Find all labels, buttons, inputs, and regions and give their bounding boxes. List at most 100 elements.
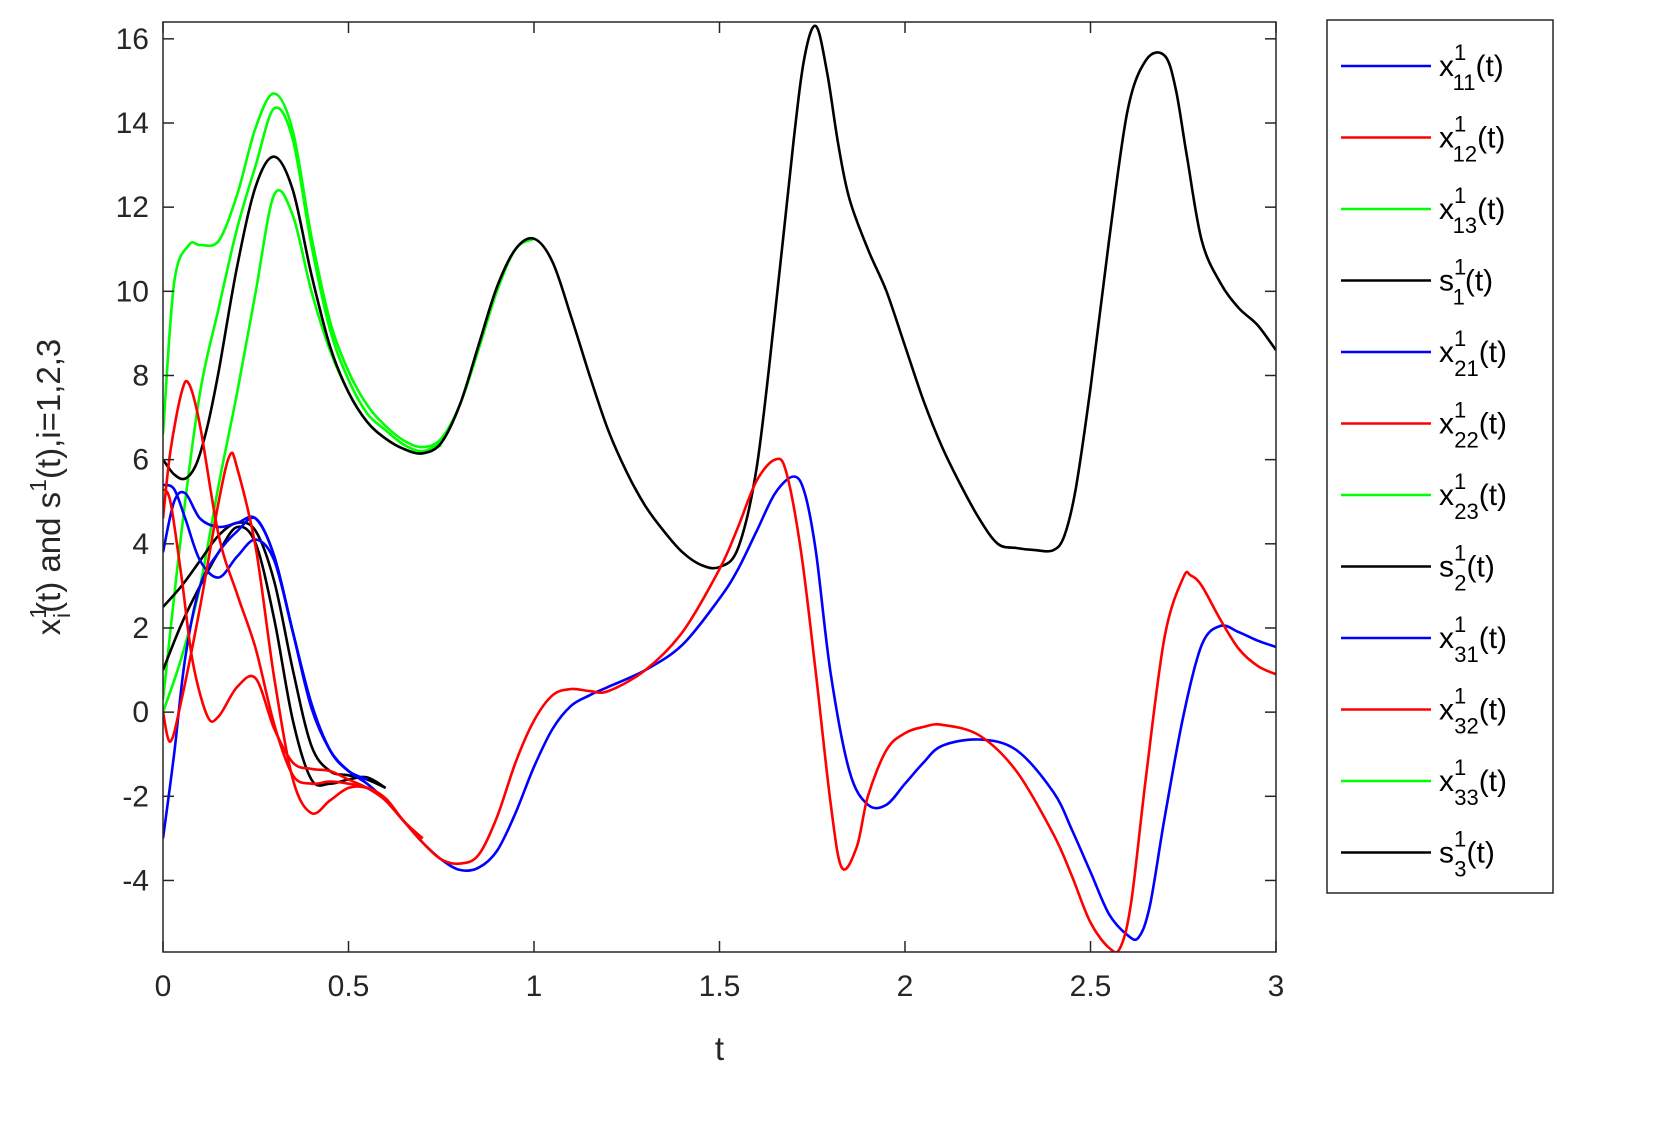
legend-label: x1 13(t) [1439, 183, 1505, 238]
legend-label-base: x [1439, 336, 1454, 369]
legend-label-base: x [1439, 408, 1454, 441]
legend-item: s1 3(t) [1341, 827, 1495, 882]
x-axis-label: t [715, 1030, 724, 1067]
plot-area [163, 22, 1276, 952]
legend-label: x1 11(t) [1439, 40, 1504, 95]
axis-ticks: 0 0.5 1 1.5 2 2.5 3 -4 -2 0 2 4 6 8 10 12 14 16 [116, 22, 1284, 1003]
series-line-2 [163, 106, 442, 700]
y-tick-label: 6 [132, 444, 149, 477]
legend-label-sup: 1 [1454, 612, 1466, 637]
x-tick-label: 0.5 [328, 970, 370, 1003]
y-tick-label: 16 [116, 23, 149, 56]
y-axis-label: x1i(t) and s1(t),i=1,2,3 [25, 339, 75, 636]
legend-label: s1 1(t) [1439, 255, 1493, 310]
legend-label-sup: 1 [1454, 684, 1466, 709]
legend-label-sup: 1 [1454, 398, 1466, 423]
y-axis-label-part2: (t),i=1,2,3 [30, 339, 67, 479]
x-tick-label: 1.5 [699, 970, 741, 1003]
y-tick-label: 12 [116, 191, 149, 224]
legend-label-tail: (t) [1479, 622, 1507, 655]
y-tick-label: -4 [122, 864, 149, 897]
y-tick-label: -2 [122, 780, 149, 813]
legend-label-base: x [1439, 694, 1454, 727]
y-tick-label: 14 [116, 107, 149, 140]
y-tick-label: 4 [132, 528, 149, 561]
legend-item: s1 2(t) [1341, 541, 1495, 596]
legend-label-base: x [1439, 765, 1454, 798]
legend-label-sub: 1 [1453, 285, 1465, 310]
legend-item: x1 12(t) [1341, 112, 1505, 167]
series-line-10 [163, 379, 1276, 952]
legend-label-sub: 13 [1453, 213, 1477, 238]
legend: x1 11(t)x1 12(t)x1 13(t)s1 1(t)x1 21(t)x1 22(t… [1326, 19, 1554, 894]
legend-item: x1 21(t) [1341, 326, 1507, 381]
series-line-9 [163, 483, 368, 781]
legend-label: x1 21(t) [1439, 326, 1507, 381]
x-tick-label: 2 [897, 970, 914, 1003]
legend-label-base: x [1439, 479, 1454, 512]
legend-label-sub: 23 [1454, 499, 1478, 524]
legend-label-base: x [1439, 50, 1454, 83]
y-axis-label-sub: i [49, 613, 75, 618]
legend-label-tail: (t) [1477, 193, 1505, 226]
legend-label-tail: (t) [1479, 694, 1507, 727]
legend-label-base: s [1439, 837, 1454, 870]
legend-label: x1 12(t) [1439, 112, 1505, 167]
legend-label: x1 32(t) [1439, 684, 1507, 739]
y-axis-label-part1: (t) and s [30, 492, 67, 613]
legend-label-sup: 1 [1454, 40, 1466, 65]
legend-label-sup: 1 [1454, 541, 1466, 566]
legend-label-sub: 33 [1454, 785, 1478, 810]
legend-item: x1 11(t) [1341, 40, 1504, 95]
legend-label: x1 31(t) [1439, 612, 1507, 667]
legend-label-tail: (t) [1467, 837, 1495, 870]
y-tick-label: 8 [132, 359, 149, 392]
legend-label-sub: 3 [1454, 857, 1466, 882]
y-axis-label-sup2: 1 [25, 479, 51, 492]
y-axis-label-base: x [30, 618, 67, 635]
legend-label: s1 3(t) [1439, 827, 1495, 882]
y-axis-label-sup: 1 [25, 606, 51, 619]
legend-label-sub: 22 [1454, 428, 1478, 453]
series-lines [163, 24, 1276, 952]
legend-item: x1 31(t) [1341, 612, 1507, 667]
legend-label: s1 2(t) [1439, 541, 1495, 596]
legend-label-sup: 1 [1454, 255, 1466, 280]
legend-label-sup: 1 [1454, 183, 1466, 208]
legend-label: x1 23(t) [1439, 469, 1507, 524]
legend-label-base: x [1439, 193, 1454, 226]
legend-label-tail: (t) [1467, 551, 1495, 584]
legend-label-sup: 1 [1454, 326, 1466, 351]
legend-label-tail: (t) [1465, 265, 1493, 298]
legend-label: x1 22(t) [1439, 398, 1507, 453]
series-line-12 [163, 451, 424, 840]
legend-label: x1 33(t) [1439, 755, 1507, 810]
legend-item: x1 13(t) [1341, 183, 1505, 238]
legend-label-sup: 1 [1454, 755, 1466, 780]
y-tick-label: 0 [132, 696, 149, 729]
legend-label-tail: (t) [1479, 336, 1507, 369]
legend-label-base: s [1439, 551, 1454, 584]
legend-label-base: x [1439, 122, 1454, 155]
legend-item: x1 32(t) [1341, 684, 1507, 739]
legend-label-base: s [1439, 265, 1454, 298]
x-tick-label: 2.5 [1070, 970, 1112, 1003]
legend-label-sub: 21 [1454, 356, 1478, 381]
legend-item: s1 1(t) [1341, 255, 1493, 310]
legend-label-base: x [1439, 622, 1454, 655]
legend-label-tail: (t) [1479, 479, 1507, 512]
legend-label-sub: 31 [1454, 642, 1478, 667]
legend-label-tail: (t) [1477, 122, 1505, 155]
legend-label-sub: 11 [1453, 70, 1476, 95]
legend-label-sub: 32 [1454, 714, 1478, 739]
legend-label-tail: (t) [1479, 765, 1507, 798]
y-tick-label: 10 [116, 275, 149, 308]
legend-label-tail: (t) [1479, 408, 1507, 441]
legend-label-sup: 1 [1454, 469, 1466, 494]
legend-box [1326, 19, 1554, 894]
x-tick-label: 0 [155, 970, 172, 1003]
x-tick-label: 1 [526, 970, 543, 1003]
legend-label-sub: 2 [1454, 571, 1466, 596]
legend-item: x1 33(t) [1341, 755, 1507, 810]
